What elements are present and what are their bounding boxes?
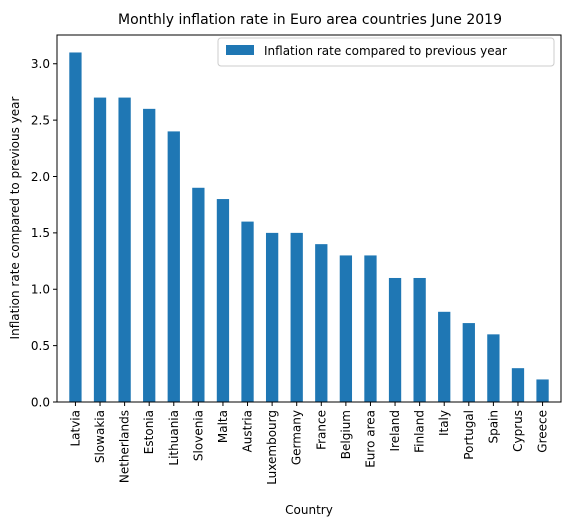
x-tick-label: Estonia [142, 410, 156, 454]
bar-belgium [339, 255, 353, 402]
bar-luxembourg [265, 232, 279, 402]
bar-ireland [388, 277, 402, 402]
bar-netherlands [118, 97, 131, 402]
legend: Inflation rate compared to previous year [217, 37, 555, 67]
x-tick-label: Greece [536, 410, 550, 453]
x-tick-label: Latvia [68, 410, 82, 447]
bar-estonia [143, 108, 156, 402]
x-tick-label: Spain [486, 410, 500, 444]
bar-spain [487, 334, 500, 402]
x-tick-label: Cyprus [511, 410, 525, 452]
bar-group [69, 52, 549, 402]
bar-cyprus [511, 368, 525, 402]
y-tick-label: 2.5 [31, 113, 50, 127]
y-axis: 0.0 0.5 1.0 1.5 2.0 2.5 3.0 [31, 57, 57, 409]
bar-euro-area [364, 255, 377, 402]
bar-latvia [69, 52, 82, 402]
chart-title: Monthly inflation rate in Euro area coun… [118, 12, 502, 28]
y-tick-label: 0.0 [31, 395, 50, 409]
bar-france [315, 244, 328, 402]
y-tick-label: 0.5 [31, 339, 50, 353]
x-tick-label: Netherlands [118, 410, 132, 483]
bar-greece [536, 379, 549, 402]
x-tick-label: Finland [413, 410, 427, 453]
x-tick-label: Euro area [363, 410, 377, 468]
bar-slovenia [192, 187, 205, 402]
x-tick-label: Germany [290, 410, 304, 465]
y-tick-label: 3.0 [31, 57, 50, 71]
legend-label: Inflation rate compared to previous year [264, 44, 507, 58]
bar-lithuania [167, 131, 180, 402]
legend-swatch [226, 45, 254, 55]
legend-frame [217, 37, 555, 67]
x-axis: Latvia Slowakia Netherlands Estonia Lithuani… [68, 402, 550, 485]
plot-frame [56, 34, 562, 403]
y-axis-label: Inflation rate compared to previous year [8, 96, 22, 339]
x-tick-label: Lithuania [167, 410, 181, 466]
x-tick-label: Slowakia [93, 410, 107, 463]
bar-germany [290, 232, 303, 402]
x-tick-label: Austria [241, 410, 255, 452]
x-tick-label: Italy [437, 410, 451, 436]
bar-slowakia [93, 97, 107, 402]
y-tick-label: 2.0 [31, 170, 50, 184]
bar-finland [413, 277, 426, 402]
bar-malta [216, 199, 230, 402]
bar-austria [241, 221, 254, 402]
y-tick-label: 1.5 [31, 226, 50, 240]
x-tick-label: Portugal [462, 410, 476, 460]
x-tick-label: Luxembourg [265, 410, 279, 485]
bar-italy [438, 311, 451, 402]
x-tick-label: France [314, 410, 328, 450]
x-tick-label: Ireland [388, 410, 402, 452]
x-tick-label: Belgium [339, 410, 353, 459]
y-tick-label: 1.0 [31, 283, 50, 297]
x-tick-label: Slovenia [191, 410, 205, 461]
x-axis-label: Country [285, 503, 333, 517]
x-tick-label: Malta [216, 410, 230, 443]
bar-portugal [462, 323, 475, 402]
